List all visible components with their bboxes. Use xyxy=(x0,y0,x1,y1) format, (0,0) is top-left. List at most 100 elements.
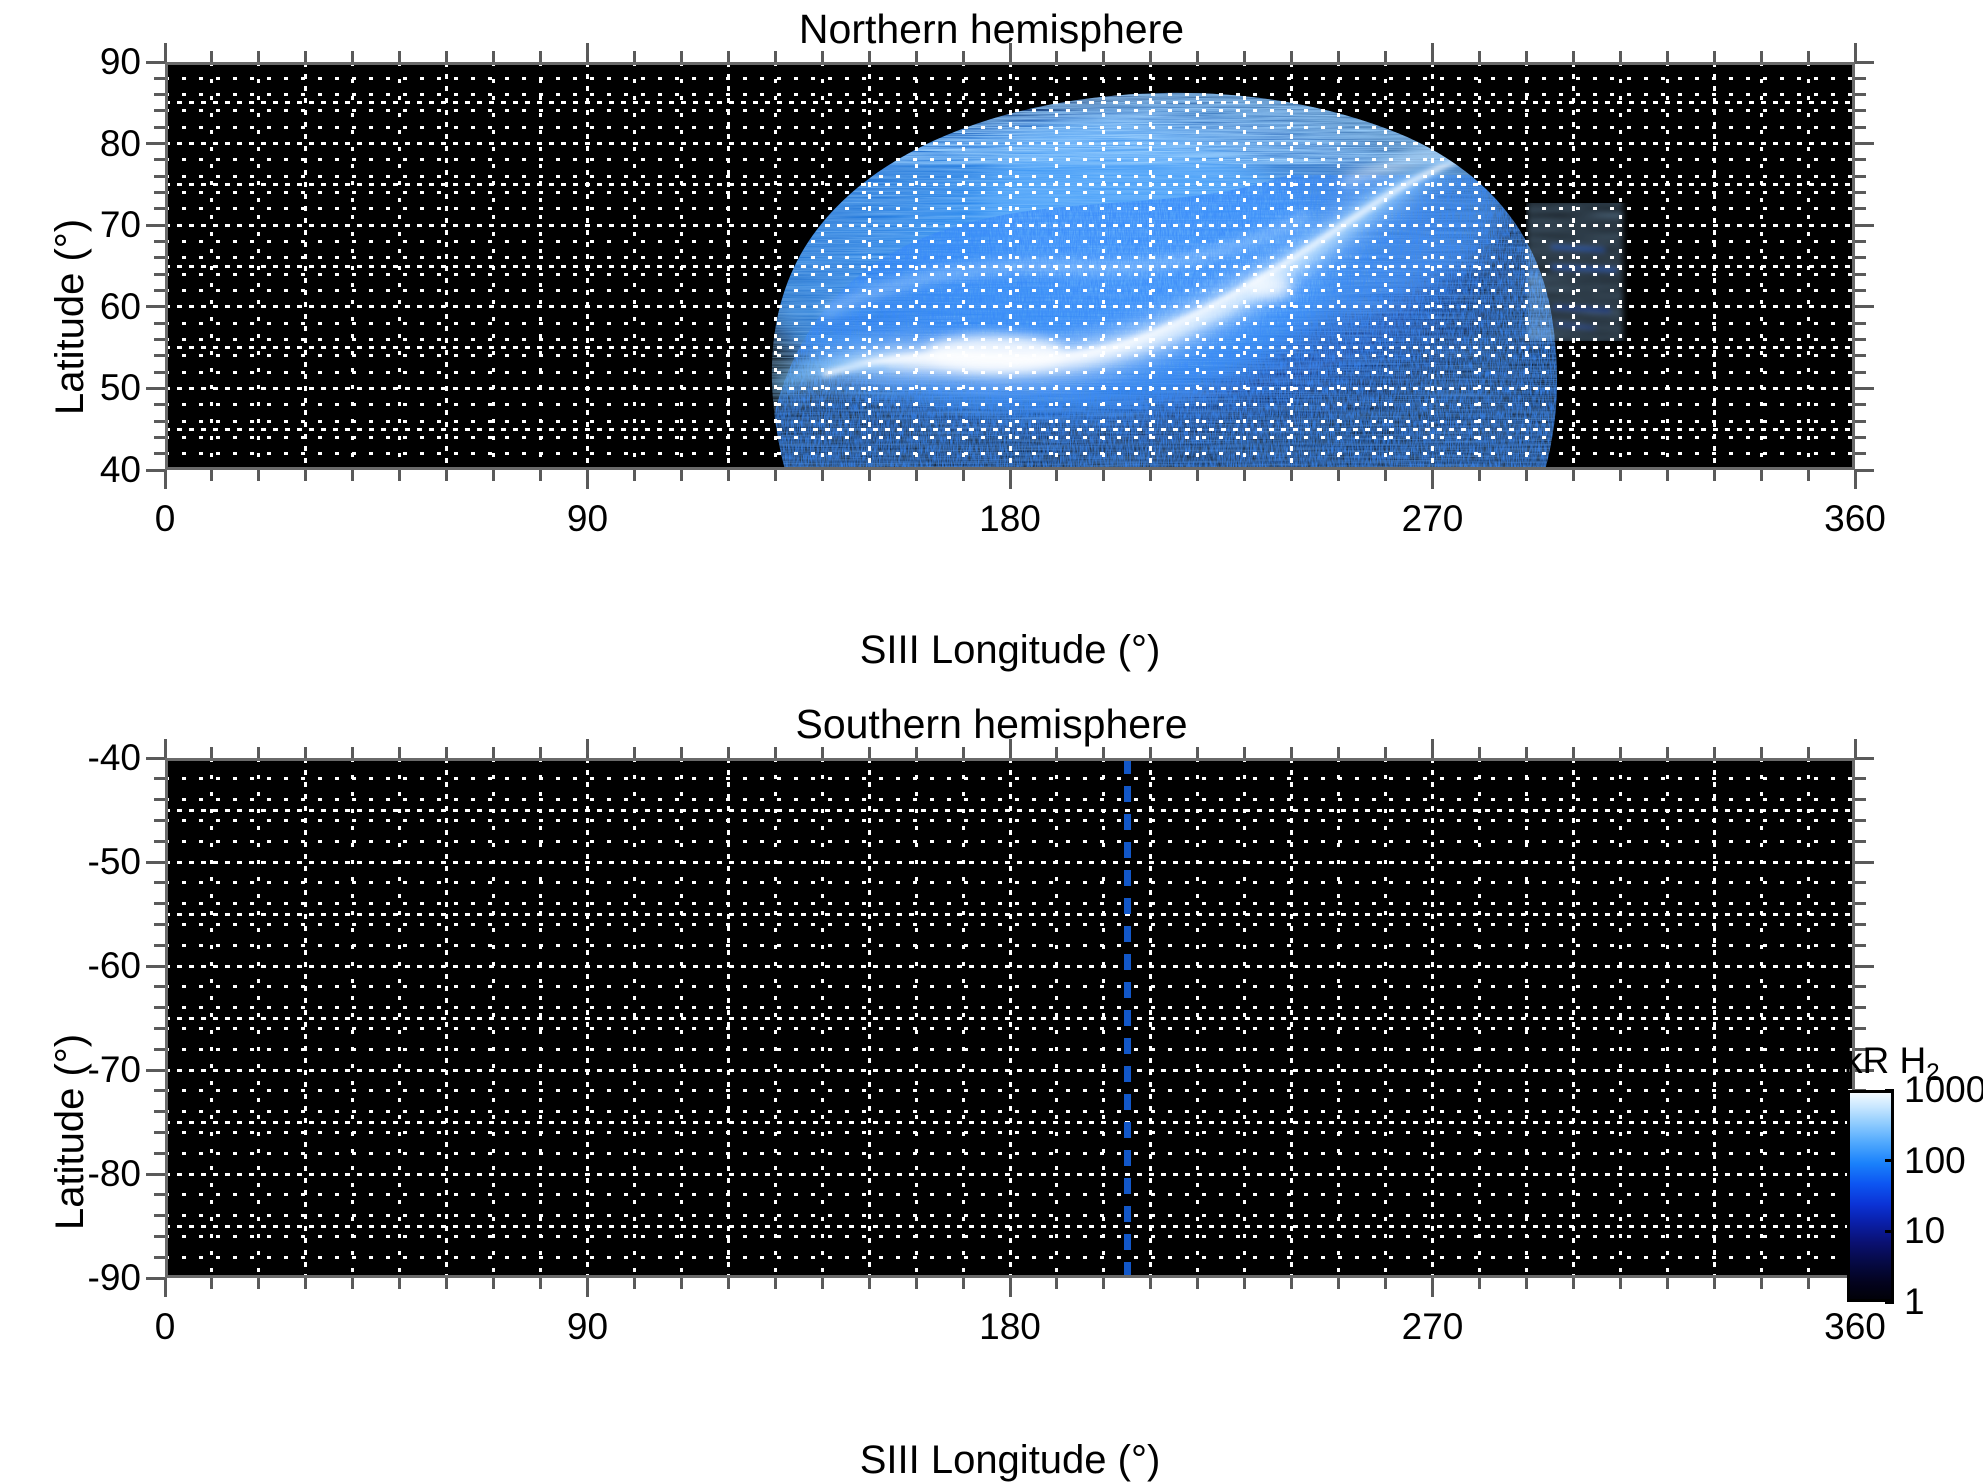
axis-tick-y-minor xyxy=(154,93,165,97)
axis-tick-x-minor xyxy=(1102,51,1106,62)
axis-tick-x-minor xyxy=(398,470,402,481)
axis-tick-x-minor xyxy=(1196,51,1200,62)
axis-tick-x xyxy=(1008,470,1012,489)
axis-tick-y xyxy=(146,468,165,472)
axis-tick-x-minor xyxy=(1759,747,1763,758)
gridline-major-horizontal xyxy=(165,1068,1855,1072)
axis-tick-x-minor xyxy=(210,1278,214,1289)
axis-tick-y-minor xyxy=(154,839,165,843)
axis-tick-y-minor xyxy=(1855,1047,1866,1051)
colorbar-tick xyxy=(1885,1159,1894,1163)
axis-tick-y-minor xyxy=(154,1006,165,1010)
axis-tick-y-minor xyxy=(1855,370,1866,374)
axis-tick-x-minor xyxy=(1665,51,1669,62)
axis-tick-y xyxy=(1855,756,1874,760)
axis-tick-x-minor xyxy=(492,51,496,62)
axis-tick-x-minor xyxy=(632,747,636,758)
axis-label-y: -70 xyxy=(87,1049,141,1090)
gridline-major-vertical xyxy=(726,758,730,1278)
axis-label-y: -40 xyxy=(87,737,141,778)
axis-tick-x-minor xyxy=(867,1278,871,1289)
axis-tick-x-minor xyxy=(257,51,261,62)
axis-tick-x-minor xyxy=(1055,747,1059,758)
gridline-major-vertical xyxy=(1431,758,1434,1278)
gridline-major-vertical xyxy=(1290,758,1294,1278)
axis-tick-x-minor xyxy=(1806,747,1810,758)
axis-tick-x-minor xyxy=(1571,747,1575,758)
axis-tick-y xyxy=(146,756,165,760)
gridline-minor-vertical xyxy=(773,758,777,1278)
gridline-minor-horizontal xyxy=(165,1110,1855,1114)
gridline-major-vertical xyxy=(1149,758,1153,1278)
axis-tick-x xyxy=(586,43,589,62)
axis-tick-y-minor xyxy=(154,985,165,989)
axis-label-y: 50 xyxy=(99,367,141,409)
gridline-minor-horizontal xyxy=(165,777,1855,781)
axis-tick-x xyxy=(1431,43,1434,62)
axis-tick-x-minor xyxy=(773,1278,777,1289)
axis-tick-x-minor xyxy=(726,1278,730,1289)
axis-tick-x-minor xyxy=(1665,1278,1669,1289)
southern-ylabel: Latitude (°) xyxy=(48,1033,92,1230)
axis-tick-y-minor xyxy=(154,191,165,195)
axis-tick-x-minor xyxy=(539,470,543,481)
northern-xlabel: SIII Longitude (°) xyxy=(859,628,1161,672)
axis-tick-x-minor xyxy=(1243,747,1247,758)
axis-tick-x-minor xyxy=(1712,747,1716,758)
axis-tick-y-minor xyxy=(1855,798,1866,802)
axis-tick-y-minor xyxy=(154,240,165,244)
axis-tick-x-minor xyxy=(210,51,214,62)
axis-tick-y-minor xyxy=(1855,452,1866,456)
axis-tick-y-minor xyxy=(154,435,165,439)
gridline-minor-vertical xyxy=(351,758,355,1278)
axis-tick-x-minor xyxy=(773,470,777,481)
axis-tick-y-minor xyxy=(154,1089,165,1093)
axis-tick-y-minor xyxy=(154,818,165,822)
axis-tick-x-minor xyxy=(445,51,449,62)
gridline-minor-horizontal xyxy=(165,1026,1855,1030)
axis-tick-x-minor xyxy=(914,51,918,62)
axis-tick-y xyxy=(146,386,165,390)
axis-tick-x-minor xyxy=(1243,51,1247,62)
northern-aurora-image xyxy=(165,62,1855,470)
axis-tick-x-minor xyxy=(1290,51,1294,62)
axis-tick-y-minor xyxy=(154,272,165,276)
gridline-minor-horizontal xyxy=(165,1130,1855,1134)
axis-tick-x-minor xyxy=(1384,1278,1388,1289)
axis-tick-x-minor xyxy=(1477,747,1481,758)
colorbar-tick-label: 100 xyxy=(1904,1139,1966,1181)
axis-tick-y-minor xyxy=(1855,354,1866,358)
axis-tick-x-minor xyxy=(445,470,449,481)
gridline-minor-vertical xyxy=(492,758,496,1278)
gridline-minor-horizontal xyxy=(165,1214,1855,1218)
axis-tick-y xyxy=(146,860,165,864)
gridline-minor-vertical xyxy=(1806,758,1810,1278)
axis-tick-x-minor xyxy=(1665,470,1669,481)
colorbar-title: kR H2 xyxy=(1844,1040,1940,1086)
axis-tick-x-minor xyxy=(257,470,261,481)
axis-tick-x-minor xyxy=(304,51,308,62)
axis-tick-x-minor xyxy=(632,470,636,481)
gridline-major-vertical xyxy=(445,758,449,1278)
axis-tick-y-minor xyxy=(1855,777,1866,781)
axis-tick-y-minor xyxy=(1855,985,1866,989)
axis-tick-x-minor xyxy=(304,470,308,481)
gridline-major-horizontal xyxy=(165,808,1855,812)
axis-tick-y-minor xyxy=(154,1110,165,1114)
axis-tick-y-minor xyxy=(1855,158,1866,162)
axis-tick-x xyxy=(163,43,167,62)
axis-tick-x-minor xyxy=(492,1278,496,1289)
axis-tick-x-minor xyxy=(1384,470,1388,481)
axis-tick-x-minor xyxy=(1477,470,1481,481)
axis-tick-x-minor xyxy=(1384,747,1388,758)
longitude-marker-line xyxy=(1124,758,1132,1278)
axis-tick-x-minor xyxy=(867,51,871,62)
colorbar-title-subscript: 2 xyxy=(1926,1059,1940,1086)
axis-tick-y xyxy=(1855,386,1874,390)
axis-label-x: 0 xyxy=(154,1306,176,1347)
colorbar-tick-label: 1 xyxy=(1904,1281,1925,1322)
panel-northern-title: Northern hemisphere xyxy=(798,6,1185,52)
figure-root: Northern hemisphere xyxy=(48,6,1983,1482)
axis-tick-x-minor xyxy=(1290,470,1294,481)
axis-tick-x-minor xyxy=(1665,747,1669,758)
